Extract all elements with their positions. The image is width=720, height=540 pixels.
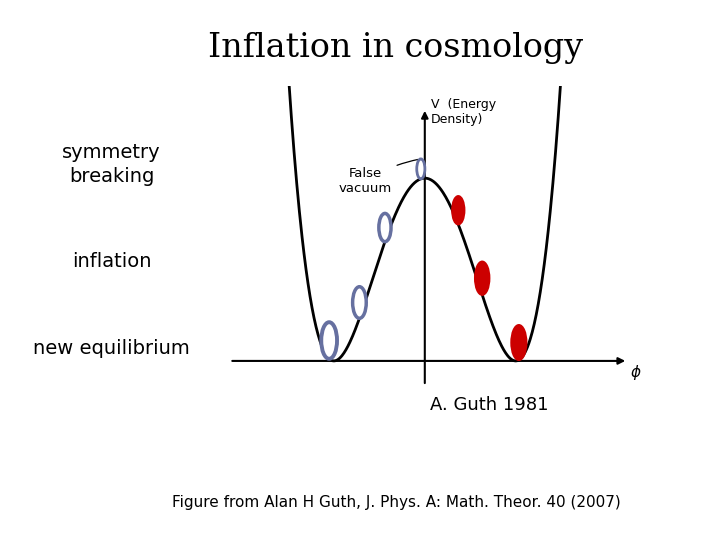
Text: inflation: inflation [72, 252, 151, 272]
Text: V  (Energy
Density): V (Energy Density) [431, 98, 496, 126]
Ellipse shape [511, 325, 526, 360]
Text: ϕ: ϕ [631, 365, 641, 380]
Text: A. Guth 1981: A. Guth 1981 [431, 396, 549, 414]
Ellipse shape [452, 196, 464, 225]
Ellipse shape [379, 213, 391, 242]
Ellipse shape [417, 159, 425, 179]
Text: Inflation in cosmology: Inflation in cosmology [208, 32, 584, 64]
Ellipse shape [353, 287, 366, 318]
Text: symmetry
breaking: symmetry breaking [63, 144, 161, 186]
Text: new equilibrium: new equilibrium [33, 339, 190, 358]
Ellipse shape [321, 322, 337, 359]
Text: Figure from Alan H Guth, J. Phys. A: Math. Theor. 40 (2007): Figure from Alan H Guth, J. Phys. A: Mat… [171, 495, 621, 510]
Text: False
vacuum: False vacuum [338, 159, 418, 195]
Ellipse shape [475, 261, 490, 295]
